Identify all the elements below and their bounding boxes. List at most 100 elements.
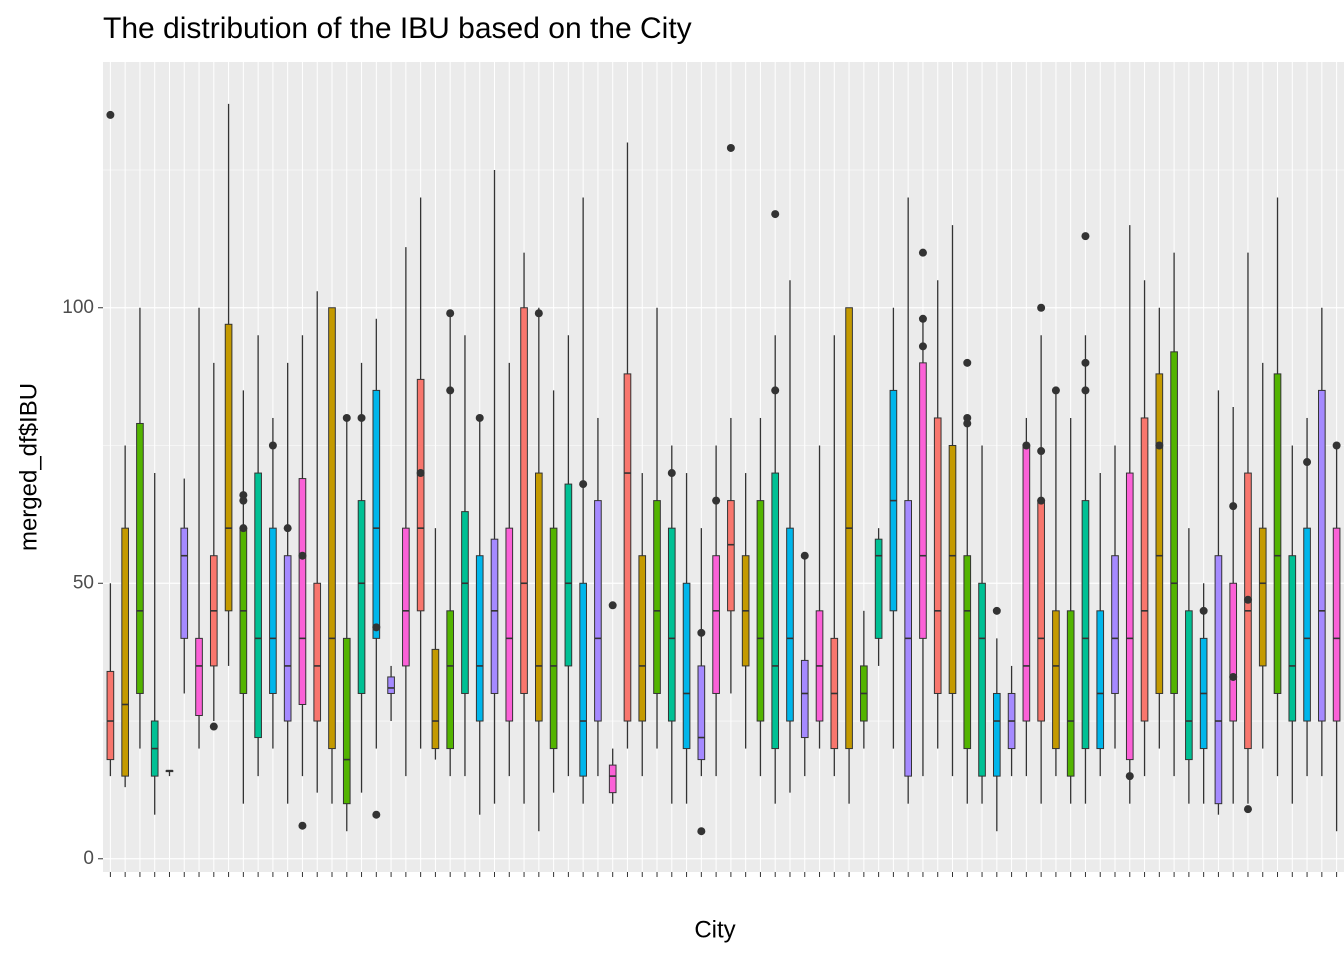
- box: [1081, 500, 1090, 750]
- box: [1318, 389, 1326, 722]
- box: [475, 555, 484, 722]
- box: [1229, 582, 1238, 722]
- box: [549, 527, 558, 750]
- outlier: [372, 623, 381, 632]
- box: [136, 422, 144, 694]
- outlier: [239, 491, 248, 500]
- outlier: [918, 314, 927, 323]
- outlier: [918, 342, 927, 351]
- outlier: [800, 551, 809, 560]
- outlier: [298, 821, 307, 830]
- box: [254, 472, 262, 739]
- box: [800, 659, 809, 739]
- outlier: [1229, 672, 1238, 681]
- box: [874, 538, 883, 639]
- box: [357, 500, 366, 694]
- box: [1273, 373, 1282, 694]
- outlier: [963, 419, 972, 428]
- y-tick-label: 0: [83, 848, 94, 869]
- y-tick-label: 100: [62, 297, 94, 318]
- box: [313, 582, 322, 722]
- box: [402, 527, 410, 667]
- box: [653, 500, 661, 694]
- outlier: [239, 524, 248, 533]
- box: [1111, 555, 1119, 694]
- outlier: [283, 524, 292, 533]
- box: [1332, 527, 1341, 722]
- outlier: [1125, 772, 1134, 781]
- outlier: [1051, 386, 1060, 395]
- chart-title: The distribution of the IBU based on the…: [103, 12, 692, 45]
- outlier: [712, 496, 721, 505]
- box: [283, 555, 292, 722]
- box: [667, 527, 676, 722]
- y-axis-label: merged_df$IBU: [15, 383, 42, 551]
- outlier: [106, 110, 115, 119]
- outlier: [697, 628, 706, 637]
- box: [623, 373, 632, 722]
- box: [638, 555, 647, 722]
- outlier: [1303, 458, 1312, 467]
- box: [342, 637, 351, 805]
- outlier: [372, 810, 381, 819]
- box: [1303, 527, 1311, 722]
- box: [1258, 527, 1267, 667]
- box: [1185, 610, 1193, 761]
- box: [579, 582, 587, 777]
- box: [1155, 373, 1164, 694]
- box: [697, 665, 706, 761]
- outlier: [726, 143, 735, 152]
- outlier: [771, 386, 780, 395]
- box: [1140, 417, 1149, 722]
- box: [992, 692, 1001, 777]
- outlier: [1081, 386, 1090, 395]
- box: [224, 323, 233, 612]
- box: [919, 362, 927, 639]
- outlier: [239, 496, 248, 505]
- box: [1288, 555, 1297, 722]
- outlier: [1229, 502, 1238, 511]
- box: [431, 648, 440, 750]
- box: [106, 670, 115, 761]
- outlier: [608, 601, 617, 610]
- box: [121, 527, 129, 777]
- outlier: [357, 413, 366, 422]
- outlier: [1081, 232, 1090, 241]
- outlier: [342, 413, 351, 422]
- outlier: [268, 441, 277, 450]
- outlier: [1037, 303, 1046, 312]
- outlier: [1022, 441, 1031, 450]
- box: [505, 527, 514, 722]
- outlier: [918, 248, 927, 257]
- box: [1022, 445, 1031, 722]
- box: [786, 527, 794, 722]
- box: [269, 527, 277, 694]
- outlier: [1243, 595, 1252, 604]
- box: [461, 511, 469, 694]
- outlier: [1037, 447, 1046, 456]
- box: [1037, 500, 1045, 722]
- box: [387, 676, 395, 694]
- box: [682, 582, 691, 750]
- outlier: [771, 210, 780, 219]
- outlier: [446, 309, 455, 318]
- outlier: [1155, 441, 1164, 450]
- box: [180, 527, 189, 639]
- box: [771, 472, 780, 750]
- box: [948, 445, 957, 694]
- outlier: [1037, 496, 1046, 505]
- box: [490, 538, 499, 694]
- outlier: [963, 358, 972, 367]
- panel: [103, 62, 1344, 872]
- outlier: [579, 480, 588, 489]
- outlier: [209, 722, 218, 731]
- outlier: [697, 827, 706, 836]
- outlier: [1081, 358, 1090, 367]
- outlier: [1199, 606, 1208, 615]
- outlier: [963, 413, 972, 422]
- outlier: [534, 309, 543, 318]
- x-axis-label: City: [694, 916, 735, 943]
- box: [535, 472, 543, 722]
- outlier: [416, 469, 425, 478]
- box: [328, 307, 336, 750]
